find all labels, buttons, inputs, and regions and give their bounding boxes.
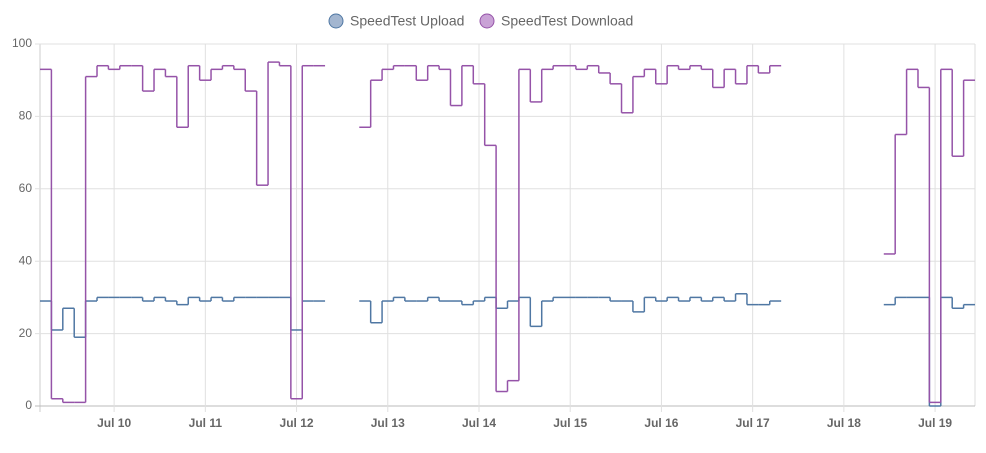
- x-tick-label: Jul 16: [644, 416, 678, 430]
- y-tick-label: 100: [12, 36, 32, 50]
- y-tick-label: 40: [19, 253, 33, 267]
- x-tick-label: Jul 12: [280, 416, 314, 430]
- x-tick-label: Jul 10: [97, 416, 131, 430]
- y-tick-label: 0: [25, 398, 32, 412]
- legend-label: SpeedTest Upload: [350, 13, 464, 29]
- legend-label: SpeedTest Download: [501, 13, 633, 29]
- x-tick-label: Jul 18: [827, 416, 861, 430]
- x-tick-label: Jul 14: [462, 416, 496, 430]
- x-tick-label: Jul 11: [189, 416, 223, 430]
- y-tick-label: 20: [19, 326, 33, 340]
- legend-swatch: [328, 13, 344, 29]
- x-tick-label: Jul 13: [371, 416, 405, 430]
- x-tick-label: Jul 15: [553, 416, 587, 430]
- x-tick-label: Jul 17: [736, 416, 770, 430]
- y-tick-label: 60: [19, 181, 33, 195]
- y-tick-label: 80: [19, 109, 33, 123]
- x-tick-label: Jul 19: [918, 416, 952, 430]
- legend-swatch: [479, 13, 495, 29]
